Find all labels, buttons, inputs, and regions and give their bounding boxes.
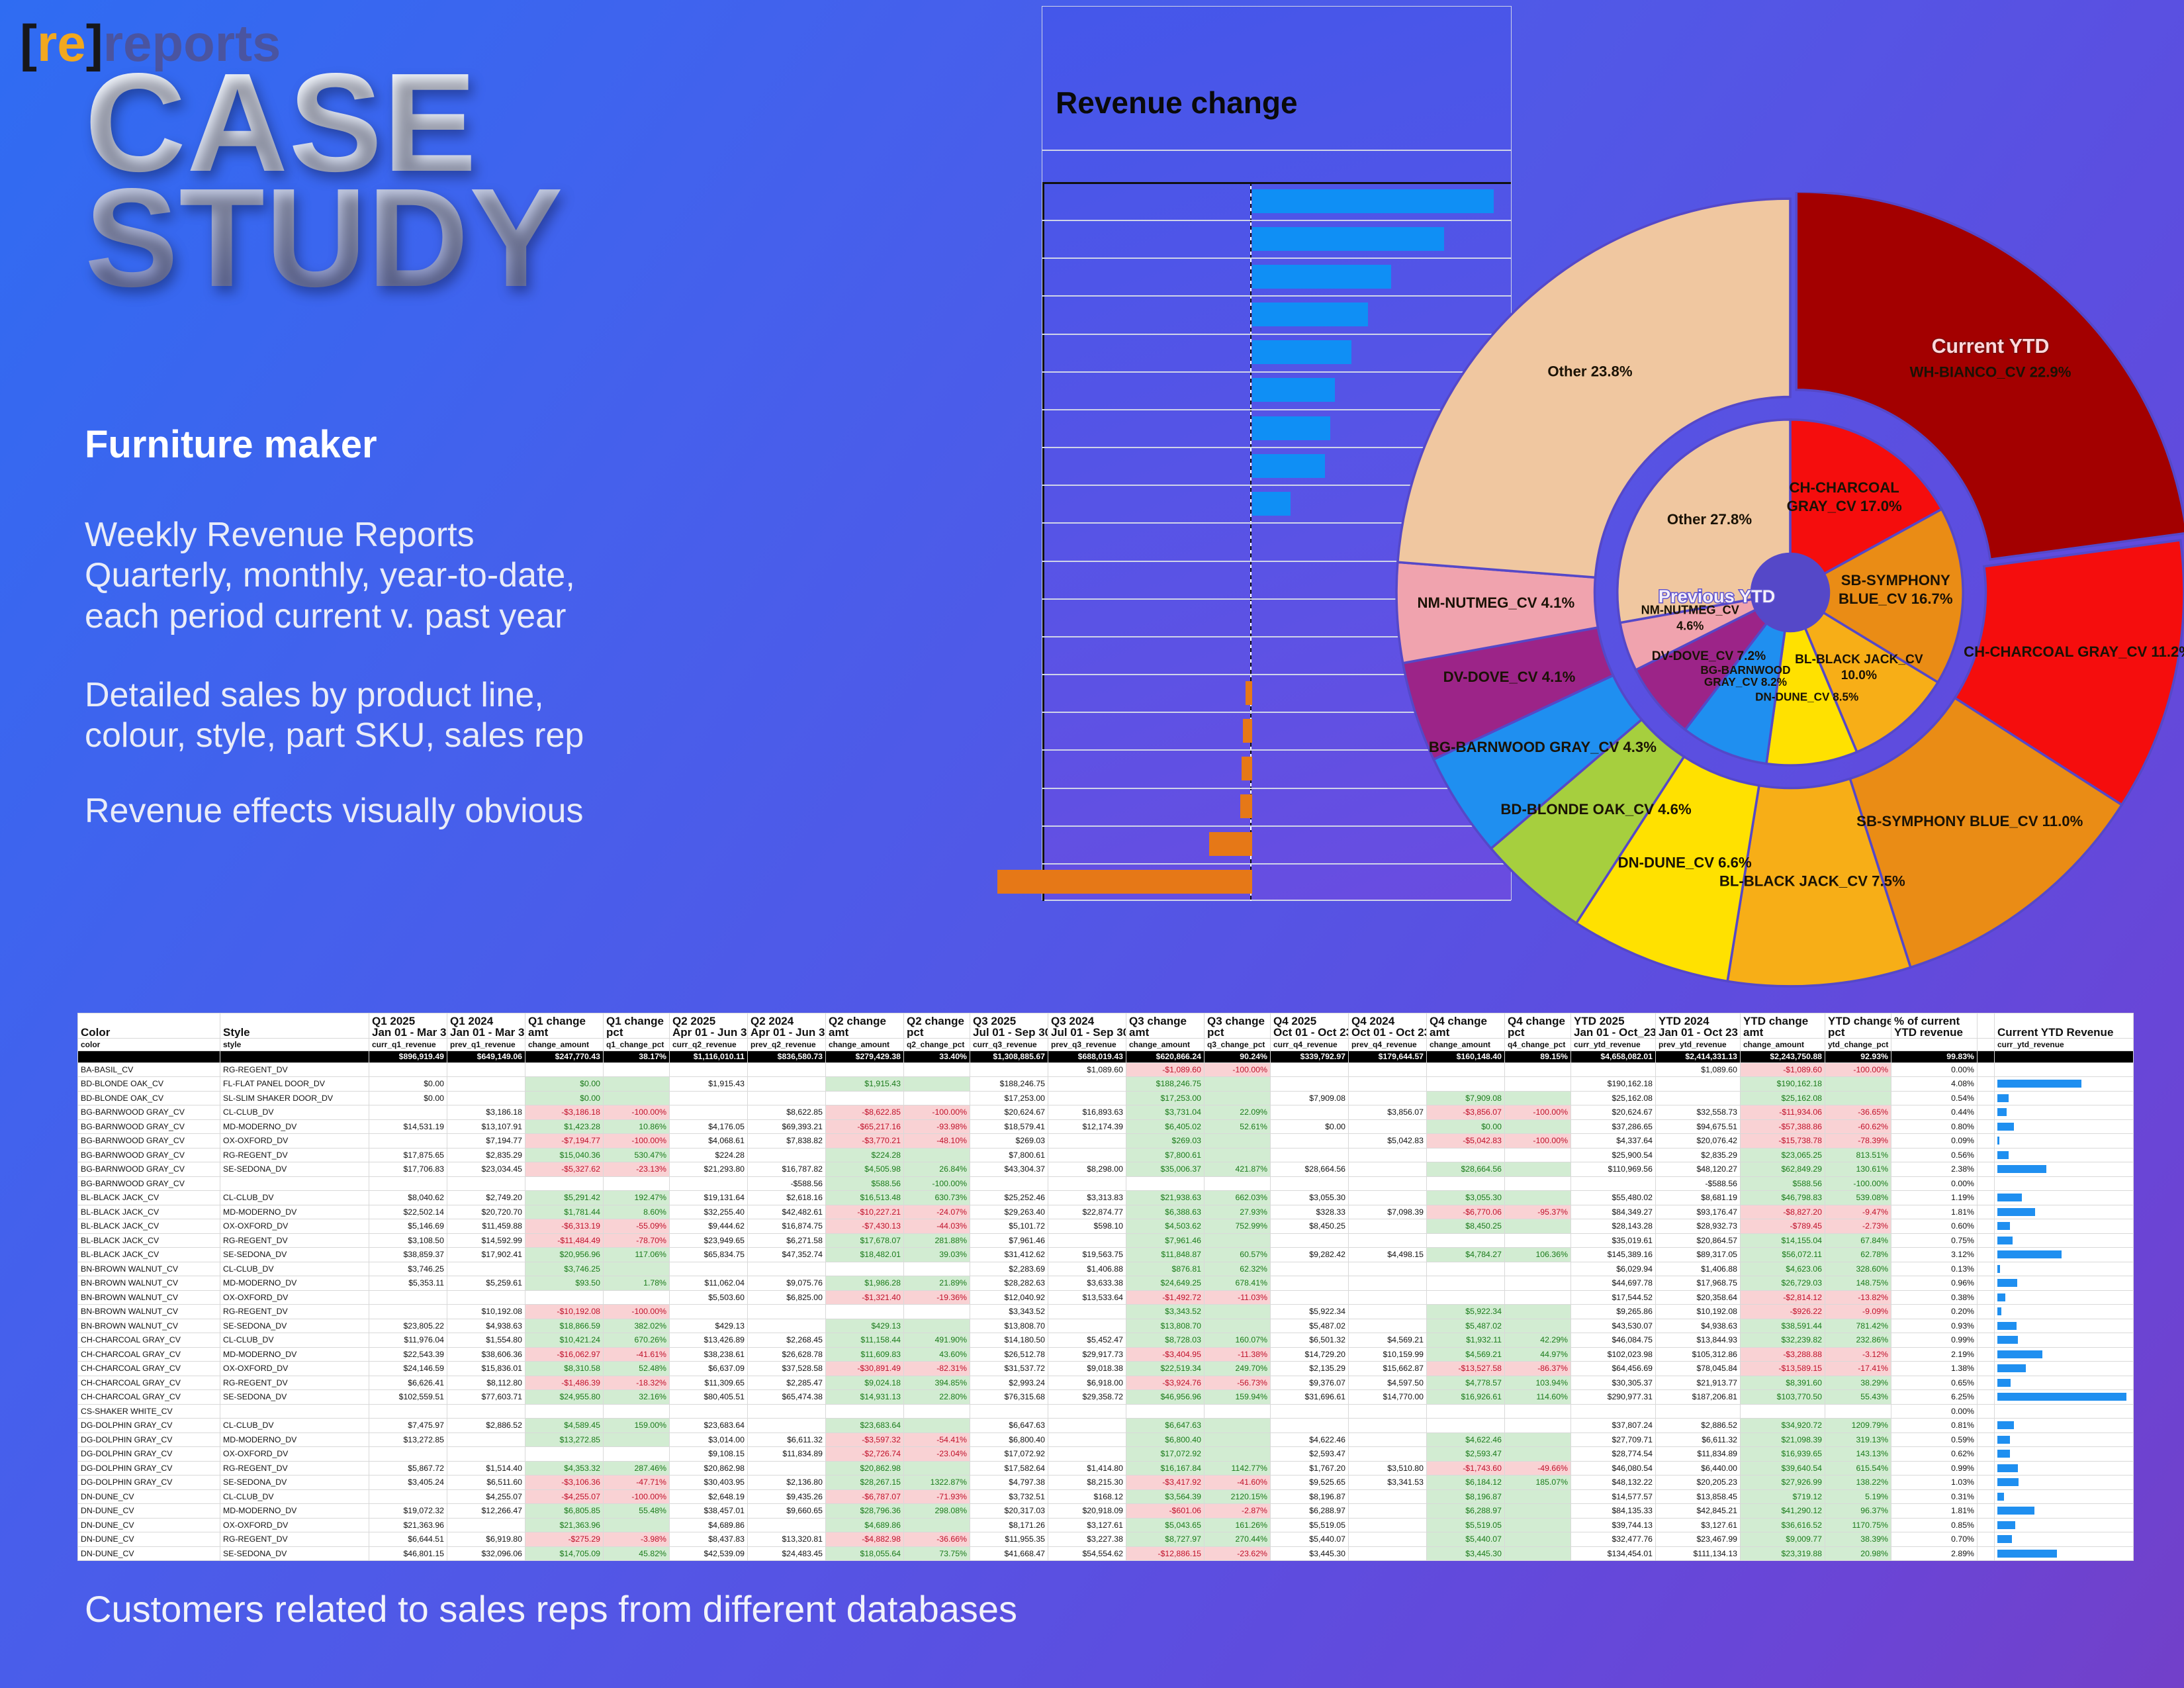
svg-text:DN-DUNE_CV 8.5%: DN-DUNE_CV 8.5% (1755, 690, 1858, 703)
svg-text:NM-NUTMEG_CV: NM-NUTMEG_CV (1641, 603, 1739, 616)
svg-text:SB-SYMPHONY BLUE_CV 11.0%: SB-SYMPHONY BLUE_CV 11.0% (1856, 813, 2083, 829)
svg-text:BLUE_CV 16.7%: BLUE_CV 16.7% (1839, 590, 1953, 607)
svg-text:WH-BIANCO_CV 22.9%: WH-BIANCO_CV 22.9% (1910, 363, 2071, 380)
svg-text:DV-DOVE_CV 7.2%: DV-DOVE_CV 7.2% (1652, 649, 1766, 663)
svg-text:Current YTD: Current YTD (1932, 336, 2050, 357)
svg-text:BL-BLACK JACK_CV: BL-BLACK JACK_CV (1795, 653, 1923, 667)
svg-text:Other 23.8%: Other 23.8% (1547, 363, 1632, 379)
svg-text:GRAY_CV 8.2%: GRAY_CV 8.2% (1704, 675, 1787, 688)
svg-text:Other 27.8%: Other 27.8% (1667, 511, 1752, 528)
svg-text:GRAY_CV 17.0%: GRAY_CV 17.0% (1787, 498, 1902, 514)
svg-text:CH-CHARCOAL GRAY_CV 11.2%: CH-CHARCOAL GRAY_CV 11.2% (1964, 643, 2184, 660)
svg-text:SB-SYMPHONY: SB-SYMPHONY (1841, 572, 1950, 588)
svg-text:BG-BARNWOOD GRAY_CV 4.3%: BG-BARNWOOD GRAY_CV 4.3% (1429, 739, 1657, 755)
svg-text:BD-BLONDE OAK_CV 4.6%: BD-BLONDE OAK_CV 4.6% (1500, 801, 1692, 818)
svg-text:CH-CHARCOAL: CH-CHARCOAL (1790, 479, 1899, 496)
svg-text:4.6%: 4.6% (1676, 619, 1704, 632)
svg-text:DV-DOVE_CV 4.1%: DV-DOVE_CV 4.1% (1443, 669, 1576, 685)
svg-text:DN-DUNE_CV 6.6%: DN-DUNE_CV 6.6% (1618, 854, 1752, 870)
svg-text:10.0%: 10.0% (1841, 669, 1877, 682)
svg-text:BG-BARNWOOD: BG-BARNWOOD (1700, 663, 1790, 677)
svg-text:BL-BLACK JACK_CV 7.5%: BL-BLACK JACK_CV 7.5% (1719, 873, 1905, 890)
svg-text:NM-NUTMEG_CV 4.1%: NM-NUTMEG_CV 4.1% (1417, 594, 1574, 611)
